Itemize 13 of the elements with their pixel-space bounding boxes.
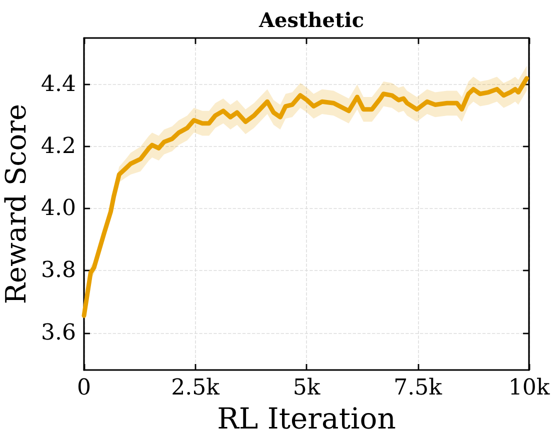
x-tick-label: 0 xyxy=(77,376,91,400)
y-tick-label: 4.0 xyxy=(41,196,76,222)
y-tick-label: 4.2 xyxy=(41,134,76,160)
x-axis-title: RL Iteration xyxy=(217,402,396,436)
x-tick-label: 2.5k xyxy=(171,376,220,400)
y-tick-label: 3.6 xyxy=(41,320,76,346)
x-tick-label: 7.5k xyxy=(394,376,443,400)
x-tick-label: 10k xyxy=(508,376,550,400)
y-axis-title: Reward Score xyxy=(0,104,33,304)
chart-title: Aesthetic xyxy=(258,8,364,32)
x-tick-label: 5k xyxy=(292,376,321,400)
y-tick-label: 3.8 xyxy=(41,258,76,284)
y-tick-label: 4.4 xyxy=(41,72,76,98)
